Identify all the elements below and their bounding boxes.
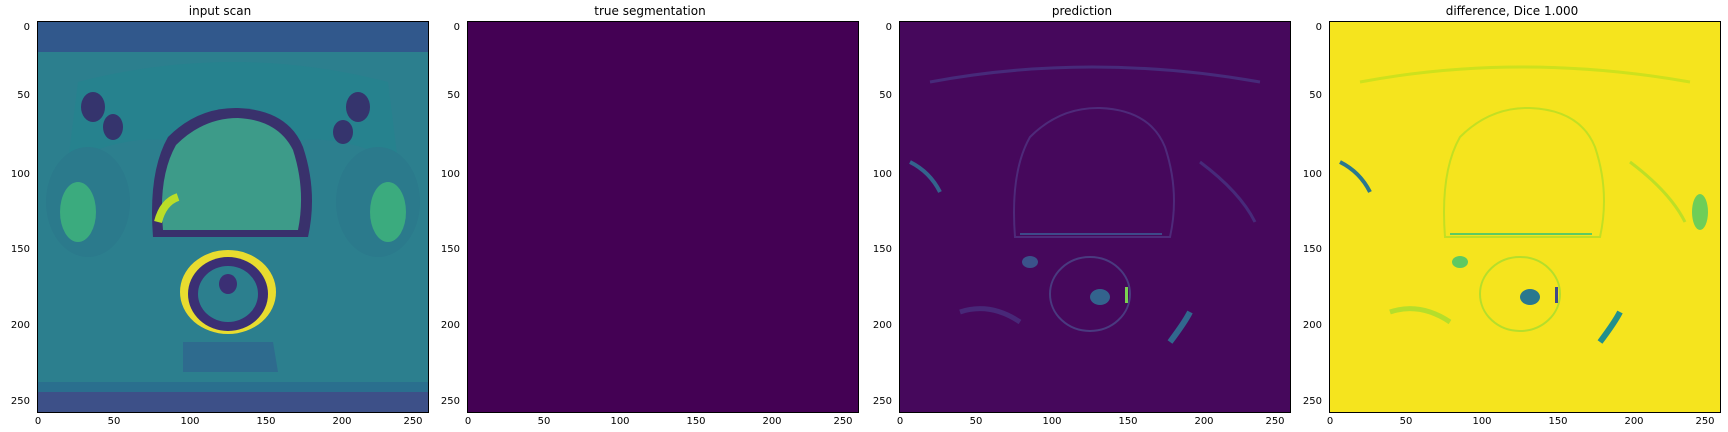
y-tick-label: 0 — [453, 22, 460, 33]
y-tick-label: 200 — [1302, 320, 1322, 331]
image-prediction — [899, 21, 1291, 413]
panel-prediction: prediction 0 50 100 150 200 250 0 50 100… — [862, 0, 1292, 432]
y-tick-label: 250 — [872, 396, 892, 407]
panel-title: difference, Dice 1.000 — [1445, 4, 1579, 18]
y-tick-label: 100 — [10, 169, 30, 180]
y-tick-label: 50 — [1309, 90, 1322, 101]
y-tick-label: 250 — [440, 396, 460, 407]
x-tick-label: 150 — [1118, 416, 1138, 427]
y-tick-label: 150 — [440, 244, 460, 255]
x-tick-label: 200 — [332, 416, 352, 427]
panel-title: prediction — [1051, 4, 1113, 18]
y-tick-label: 50 — [17, 90, 30, 101]
panel-title: input scan — [188, 4, 252, 18]
y-tick-label: 200 — [10, 320, 30, 331]
x-tick-label: 200 — [1194, 416, 1214, 427]
x-tick-label: 100 — [1472, 416, 1492, 427]
x-tick-label: 150 — [686, 416, 706, 427]
y-tick-label: 100 — [872, 169, 892, 180]
y-tick-label: 150 — [1302, 244, 1322, 255]
x-tick-label: 150 — [256, 416, 276, 427]
y-tick-label: 100 — [440, 169, 460, 180]
x-tick-label: 50 — [1399, 416, 1413, 427]
x-tick-label: 250 — [1695, 416, 1715, 427]
x-tick-label: 50 — [537, 416, 551, 427]
panel-difference: difference, Dice 1.000 0 50 100 150 200 … — [1292, 0, 1722, 432]
panel-true-segmentation: true segmentation 0 50 100 150 200 250 0… — [430, 0, 860, 432]
x-tick-label: 200 — [762, 416, 782, 427]
y-tick-label: 0 — [1315, 22, 1322, 33]
x-tick-label: 0 — [464, 416, 472, 427]
y-tick-label: 200 — [440, 320, 460, 331]
image-difference — [1329, 21, 1721, 413]
x-tick-label: 250 — [403, 416, 423, 427]
x-tick-label: 50 — [969, 416, 983, 427]
x-tick-label: 250 — [833, 416, 853, 427]
x-tick-label: 0 — [1326, 416, 1334, 427]
y-tick-label: 50 — [879, 90, 892, 101]
y-tick-label: 150 — [872, 244, 892, 255]
x-tick-label: 200 — [1624, 416, 1644, 427]
y-tick-label: 0 — [23, 22, 30, 33]
image-input-scan — [37, 21, 429, 413]
y-tick-label: 50 — [447, 90, 460, 101]
y-tick-label: 0 — [885, 22, 892, 33]
y-tick-label: 200 — [872, 320, 892, 331]
x-tick-label: 100 — [1042, 416, 1062, 427]
x-tick-label: 100 — [610, 416, 630, 427]
y-tick-label: 250 — [1302, 396, 1322, 407]
x-tick-label: 100 — [180, 416, 200, 427]
x-tick-label: 150 — [1548, 416, 1568, 427]
x-tick-label: 250 — [1265, 416, 1285, 427]
x-tick-label: 50 — [107, 416, 121, 427]
y-tick-label: 100 — [1302, 169, 1322, 180]
panel-title: true segmentation — [594, 4, 706, 18]
image-true-segmentation — [467, 21, 859, 413]
x-tick-label: 0 — [34, 416, 42, 427]
panel-input-scan: input scan 0 50 100 150 200 — [0, 0, 430, 432]
y-tick-label: 150 — [10, 244, 30, 255]
x-tick-label: 0 — [896, 416, 904, 427]
y-tick-label: 250 — [10, 396, 30, 407]
